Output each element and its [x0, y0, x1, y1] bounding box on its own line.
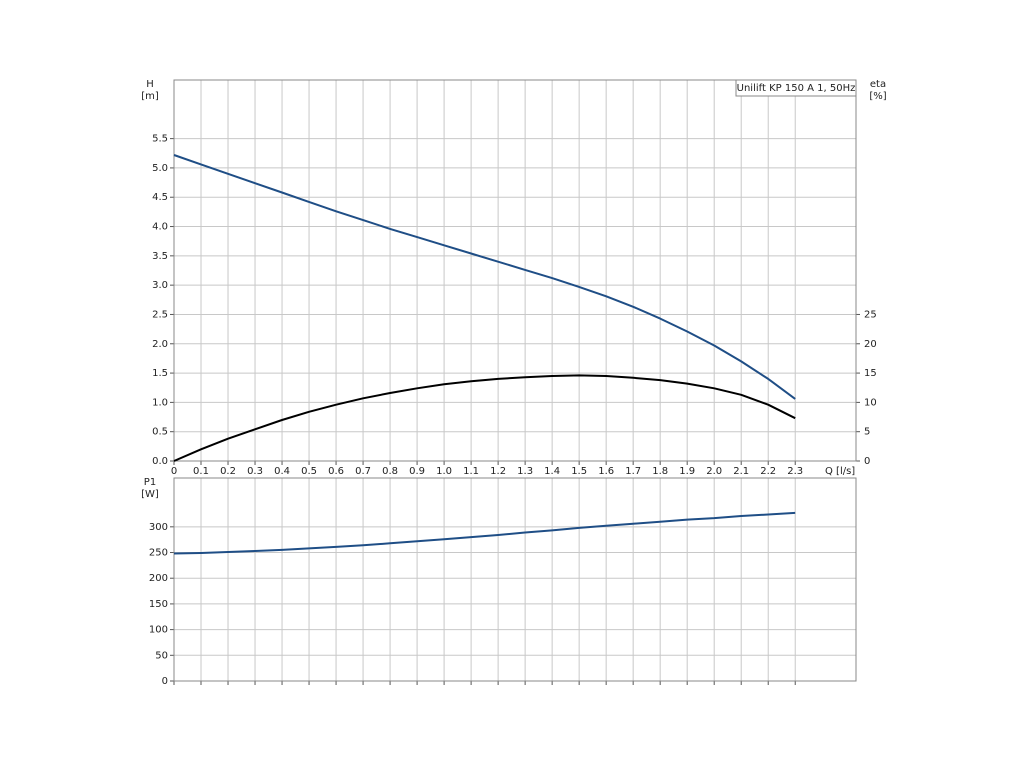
y2-tick-label: 15 — [864, 368, 877, 379]
y-axis-unit: [W] — [141, 489, 159, 500]
x-tick-label: 2.3 — [787, 466, 803, 477]
series-line — [173, 154, 796, 400]
plot-frame — [173, 79, 857, 462]
x-tick-label: 1.4 — [544, 466, 560, 477]
x-tick-label: 0.4 — [274, 466, 290, 477]
series-line — [173, 374, 796, 462]
title-box — [735, 79, 857, 97]
x-tick-label: 0.1 — [193, 466, 209, 477]
y-tick-label: 100 — [149, 625, 168, 636]
x-tick-label: 1.9 — [679, 466, 695, 477]
y2-axis-unit: [%] — [869, 91, 886, 102]
y2-tick-label: 0 — [864, 456, 870, 467]
y-tick-label: 0 — [162, 676, 168, 687]
plot-frame — [173, 477, 857, 682]
x-tick-label: 1.1 — [463, 466, 479, 477]
x-tick-label: 0.3 — [247, 466, 263, 477]
y-tick-label: 0.0 — [152, 456, 168, 467]
y2-axis-label: eta — [870, 79, 886, 90]
y-tick-label: 0.5 — [152, 427, 168, 438]
x-tick-label: 1.7 — [625, 466, 641, 477]
x-tick-label: 1.2 — [490, 466, 506, 477]
x-tick-label: 0.5 — [301, 466, 317, 477]
y-tick-label: 1.0 — [152, 397, 168, 408]
x-tick-label: 2.1 — [733, 466, 749, 477]
x-tick-label: 0.9 — [409, 466, 425, 477]
y-tick-label: 5.0 — [152, 163, 168, 174]
y-axis-label: H — [146, 79, 154, 90]
y2-tick-label: 10 — [864, 397, 877, 408]
x-tick-label: 1.6 — [598, 466, 614, 477]
y-tick-label: 300 — [149, 522, 168, 533]
chart-title: Unilift KP 150 A 1, 50Hz — [737, 83, 856, 94]
y-tick-label: 200 — [149, 573, 168, 584]
y-tick-label: 1.5 — [152, 368, 168, 379]
y-tick-label: 3.0 — [152, 280, 168, 291]
x-tick-label: 0.8 — [382, 466, 398, 477]
x-tick-label: 0.2 — [220, 466, 236, 477]
x-tick-label: 0 — [171, 466, 177, 477]
x-tick-label: 1.3 — [517, 466, 533, 477]
y-tick-label: 2.5 — [152, 309, 168, 320]
y-tick-label: 5.5 — [152, 134, 168, 145]
y-tick-label: 3.5 — [152, 251, 168, 262]
x-tick-label: 0.6 — [328, 466, 344, 477]
y-tick-label: 150 — [149, 599, 168, 610]
y-tick-label: 250 — [149, 548, 168, 559]
x-tick-label: 1.8 — [652, 466, 668, 477]
y-tick-label: 4.5 — [152, 192, 168, 203]
y2-tick-label: 20 — [864, 339, 877, 350]
y-tick-label: 2.0 — [152, 339, 168, 350]
x-tick-label: 1.0 — [436, 466, 452, 477]
x-tick-label: 2.2 — [760, 466, 776, 477]
y-tick-label: 50 — [155, 650, 168, 661]
y2-tick-label: 25 — [864, 309, 877, 320]
x-axis-label: Q [l/s] — [825, 466, 855, 477]
y2-tick-label: 5 — [864, 427, 870, 438]
x-tick-label: 1.5 — [571, 466, 587, 477]
y-tick-label: 4.0 — [152, 222, 168, 233]
y-axis-label: P1 — [144, 477, 156, 488]
x-tick-label: 2.0 — [706, 466, 722, 477]
x-tick-label: 0.7 — [355, 466, 371, 477]
y-axis-unit: [m] — [141, 91, 159, 102]
series-line — [173, 511, 796, 555]
